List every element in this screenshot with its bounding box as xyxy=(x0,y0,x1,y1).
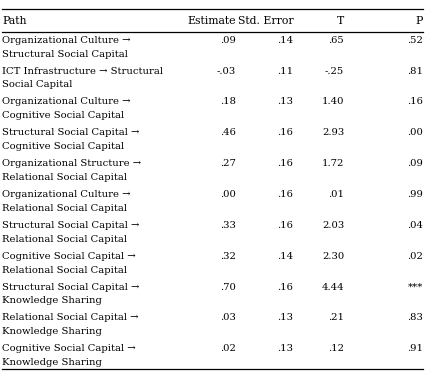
Text: .13: .13 xyxy=(277,313,293,322)
Text: .52: .52 xyxy=(407,36,423,45)
Text: .11: .11 xyxy=(277,67,293,76)
Text: Relational Social Capital →: Relational Social Capital → xyxy=(2,313,139,322)
Text: Cognitive Social Capital →: Cognitive Social Capital → xyxy=(2,252,136,261)
Text: .09: .09 xyxy=(220,36,236,45)
Text: .14: .14 xyxy=(277,36,293,45)
Text: Structural Social Capital: Structural Social Capital xyxy=(2,50,128,59)
Text: Relational Social Capital: Relational Social Capital xyxy=(2,235,127,244)
Text: .70: .70 xyxy=(220,283,236,292)
Text: .16: .16 xyxy=(407,97,423,106)
Text: 4.44: 4.44 xyxy=(322,283,344,292)
Text: .16: .16 xyxy=(278,128,293,137)
Text: .91: .91 xyxy=(407,344,423,353)
Text: .14: .14 xyxy=(277,252,293,261)
Text: Social Capital: Social Capital xyxy=(2,81,73,90)
Text: P: P xyxy=(416,16,423,25)
Text: .12: .12 xyxy=(328,344,344,353)
Text: .04: .04 xyxy=(407,221,423,230)
Text: Estimate: Estimate xyxy=(187,16,236,25)
Text: 1.40: 1.40 xyxy=(322,97,344,106)
Text: .81: .81 xyxy=(407,67,423,76)
Text: Cognitive Social Capital: Cognitive Social Capital xyxy=(2,142,124,151)
Text: .16: .16 xyxy=(278,159,293,168)
Text: 1.72: 1.72 xyxy=(322,159,344,168)
Text: ***: *** xyxy=(408,283,423,292)
Text: .13: .13 xyxy=(277,344,293,353)
Text: .83: .83 xyxy=(407,313,423,322)
Text: .65: .65 xyxy=(329,36,344,45)
Text: 2.03: 2.03 xyxy=(322,221,344,230)
Text: .16: .16 xyxy=(278,221,293,230)
Text: .03: .03 xyxy=(220,313,236,322)
Text: Knowledge Sharing: Knowledge Sharing xyxy=(2,297,102,305)
Text: -.03: -.03 xyxy=(217,67,236,76)
Text: Structural Social Capital →: Structural Social Capital → xyxy=(2,128,139,137)
Text: .46: .46 xyxy=(220,128,236,137)
Text: Knowledge Sharing: Knowledge Sharing xyxy=(2,358,102,367)
Text: Organizational Structure →: Organizational Structure → xyxy=(2,159,141,168)
Text: Cognitive Social Capital: Cognitive Social Capital xyxy=(2,111,124,120)
Text: 2.30: 2.30 xyxy=(322,252,344,261)
Text: .32: .32 xyxy=(220,252,236,261)
Text: .21: .21 xyxy=(328,313,344,322)
Text: .27: .27 xyxy=(220,159,236,168)
Text: .02: .02 xyxy=(407,252,423,261)
Text: .33: .33 xyxy=(220,221,236,230)
Text: .01: .01 xyxy=(328,190,344,199)
Text: Knowledge Sharing: Knowledge Sharing xyxy=(2,327,102,336)
Text: Organizational Culture →: Organizational Culture → xyxy=(2,97,130,106)
Text: .09: .09 xyxy=(407,159,423,168)
Text: Organizational Culture →: Organizational Culture → xyxy=(2,36,130,45)
Text: Relational Social Capital: Relational Social Capital xyxy=(2,266,127,275)
Text: .13: .13 xyxy=(277,97,293,106)
Text: ICT Infrastructure → Structural: ICT Infrastructure → Structural xyxy=(2,67,163,76)
Text: .16: .16 xyxy=(278,190,293,199)
Text: Organizational Culture →: Organizational Culture → xyxy=(2,190,130,199)
Text: .02: .02 xyxy=(220,344,236,353)
Text: Relational Social Capital: Relational Social Capital xyxy=(2,173,127,182)
Text: T: T xyxy=(337,16,344,25)
Text: .16: .16 xyxy=(278,283,293,292)
Text: Cognitive Social Capital →: Cognitive Social Capital → xyxy=(2,344,136,353)
Text: Std. Error: Std. Error xyxy=(238,16,293,25)
Text: .18: .18 xyxy=(220,97,236,106)
Text: Structural Social Capital →: Structural Social Capital → xyxy=(2,283,139,292)
Text: Structural Social Capital →: Structural Social Capital → xyxy=(2,221,139,230)
Text: Relational Social Capital: Relational Social Capital xyxy=(2,204,127,213)
Text: .99: .99 xyxy=(407,190,423,199)
Text: Path: Path xyxy=(2,16,27,25)
Text: .00: .00 xyxy=(407,128,423,137)
Text: 2.93: 2.93 xyxy=(322,128,344,137)
Text: -.25: -.25 xyxy=(325,67,344,76)
Text: .00: .00 xyxy=(220,190,236,199)
